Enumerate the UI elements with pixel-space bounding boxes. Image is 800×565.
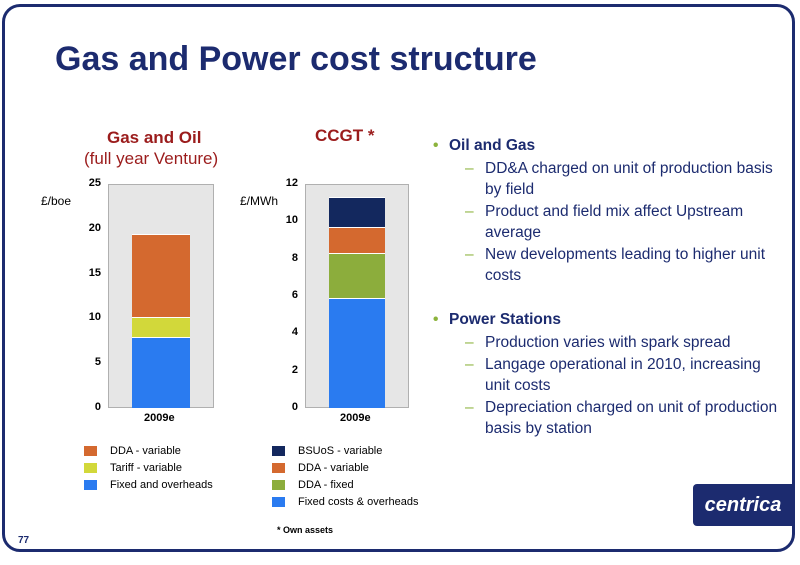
chart2-y-tick: 4 xyxy=(291,326,298,339)
chart1-legend-item: Tariff - variable xyxy=(84,462,182,474)
legend-swatch xyxy=(272,480,285,491)
chart2-y-tick: 6 xyxy=(291,289,298,301)
chart1-legend-item: DDA - variable xyxy=(84,445,181,457)
legend-swatch xyxy=(84,463,97,474)
legend-label: BSUoS - variable xyxy=(298,445,383,457)
chart1-subtitle: (full year Venture) xyxy=(84,149,219,168)
chart2-segment xyxy=(329,297,385,408)
bullet-item: – Depreciation charged on unit of product… xyxy=(465,399,778,437)
chart2-legend-item: DDA - variable xyxy=(272,462,369,474)
legend-label: Fixed and overheads xyxy=(110,479,213,491)
chart1-ylabel: £/boe xyxy=(41,194,72,208)
chart2-y-tick: 0 xyxy=(291,401,298,413)
chart1-x-label: 2009e xyxy=(144,412,175,424)
bullet-item: – Langage operational in 2010, increasing… xyxy=(465,356,761,394)
bullet-item: – New developments leading to higher unit… xyxy=(465,246,766,284)
chart2-segment xyxy=(329,197,385,227)
chart2-legend-item: DDA - fixed xyxy=(272,479,354,491)
bullet-heading-oil-gas: • Oil and Gas xyxy=(433,137,536,154)
bullet-item: – DD&A charged on unit of production basi… xyxy=(465,160,773,198)
chart2-y-tick: 8 xyxy=(291,251,298,264)
bullet-list: • Oil and Gas – DD&A charged on unit of pr… xyxy=(433,136,778,439)
chart1-y-tick: 20 xyxy=(88,221,101,234)
legend-swatch xyxy=(272,446,285,457)
legend-swatch xyxy=(84,480,97,491)
legend-swatch xyxy=(272,497,285,508)
chart2-y-tick: 12 xyxy=(285,177,298,189)
chart1-y-tick: 5 xyxy=(94,356,101,369)
chart2-x-label: 2009e xyxy=(340,412,371,424)
chart1-y-tick: 25 xyxy=(88,177,101,189)
chart2-y-tick: 10 xyxy=(285,214,298,227)
chart1-y-tick: 0 xyxy=(94,401,101,413)
legend-label: DDA - fixed xyxy=(298,479,354,491)
bullet-item: – Production varies with spark spread xyxy=(465,334,731,351)
chart1-segment xyxy=(132,337,190,408)
chart2-legend-item: Fixed costs & overheads xyxy=(272,496,418,508)
chart2-ylabel: £/MWh xyxy=(240,194,279,208)
chart2-legend-item: BSUoS - variable xyxy=(272,445,382,457)
legend-swatch xyxy=(272,463,285,474)
page-number: 77 xyxy=(18,535,30,546)
legend-swatch xyxy=(84,446,97,457)
chart2-segment xyxy=(329,253,385,298)
legend-label: Tariff - variable xyxy=(110,462,182,474)
chart2-bar xyxy=(329,197,385,408)
bullet-item: – Product and field mix affect Upstream a… xyxy=(465,203,744,241)
legend-label: DDA - variable xyxy=(298,462,369,474)
bullet-heading-power-stations: • Power Stations xyxy=(433,311,561,328)
legend-label: DDA - variable xyxy=(110,445,181,457)
chart2-y-tick: 2 xyxy=(291,363,298,376)
chart1-bar xyxy=(132,234,190,408)
legend-label: Fixed costs & overheads xyxy=(298,496,419,508)
chart1-segment xyxy=(132,234,190,317)
chart2-title: CCGT * xyxy=(315,126,375,145)
chart1-segment xyxy=(132,316,190,338)
chart2-segment xyxy=(329,226,385,254)
centrica-logo: centrica xyxy=(693,484,793,526)
slide-frame xyxy=(2,4,795,552)
footnote: * Own assets xyxy=(277,525,334,535)
chart1-y-tick: 15 xyxy=(88,266,101,279)
chart1-title: Gas and Oil xyxy=(107,128,202,147)
slide-title: Gas and Power cost structure xyxy=(55,40,537,78)
chart1-y-tick: 10 xyxy=(88,311,101,324)
chart1-legend-item: Fixed and overheads xyxy=(84,479,213,491)
